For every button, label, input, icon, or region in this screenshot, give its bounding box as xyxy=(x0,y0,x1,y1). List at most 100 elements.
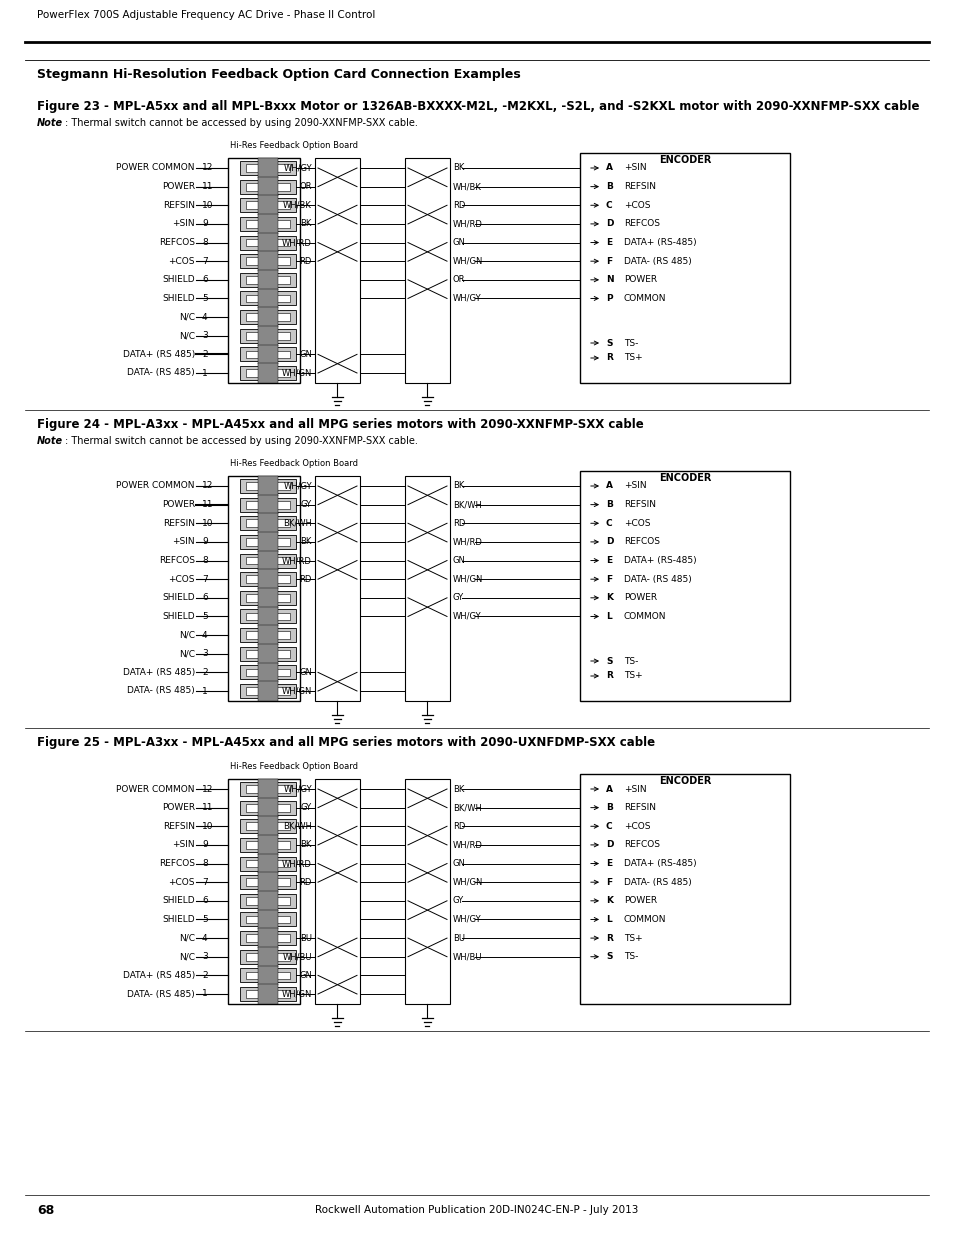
Text: WH/BK: WH/BK xyxy=(453,182,481,191)
Bar xyxy=(258,662,277,682)
Text: +SIN: +SIN xyxy=(172,220,194,228)
Bar xyxy=(258,158,277,178)
Text: +SIN: +SIN xyxy=(172,537,194,546)
Text: GN: GN xyxy=(299,668,312,677)
Text: DATA+ (RS-485): DATA+ (RS-485) xyxy=(623,556,696,566)
Text: N/C: N/C xyxy=(179,952,194,961)
Text: SHIELD: SHIELD xyxy=(162,915,194,924)
Text: S: S xyxy=(605,657,612,666)
Text: WH/GN: WH/GN xyxy=(281,989,312,999)
Text: WH/GN: WH/GN xyxy=(281,368,312,378)
Bar xyxy=(245,915,290,924)
Bar xyxy=(258,816,277,836)
Text: DATA- (RS 485): DATA- (RS 485) xyxy=(623,257,691,266)
Bar xyxy=(240,535,295,548)
Text: Note: Note xyxy=(37,436,63,446)
Text: 8: 8 xyxy=(202,238,208,247)
Bar xyxy=(258,289,277,309)
Text: L: L xyxy=(605,915,611,924)
Text: E: E xyxy=(605,860,612,868)
Bar xyxy=(245,687,290,695)
Text: +COS: +COS xyxy=(169,878,194,887)
Text: WH/GN: WH/GN xyxy=(281,687,312,695)
Text: 4: 4 xyxy=(202,934,208,942)
Bar xyxy=(258,551,277,571)
Text: WH/GN: WH/GN xyxy=(453,574,483,584)
Bar xyxy=(258,984,277,1004)
Bar xyxy=(405,475,450,701)
Text: REFCOS: REFCOS xyxy=(159,556,194,566)
Text: 6: 6 xyxy=(202,275,208,284)
Bar xyxy=(240,572,295,587)
Bar xyxy=(240,629,295,642)
Text: 10: 10 xyxy=(202,201,213,210)
Text: B: B xyxy=(605,500,612,509)
Bar xyxy=(240,291,295,305)
Bar xyxy=(245,201,290,209)
Bar xyxy=(245,953,290,961)
Text: RD: RD xyxy=(453,821,465,831)
Text: R: R xyxy=(605,934,612,942)
Text: GY: GY xyxy=(453,593,464,603)
Text: WH/RD: WH/RD xyxy=(453,220,482,228)
Bar xyxy=(245,668,290,677)
Bar xyxy=(258,606,277,626)
Bar xyxy=(245,238,290,247)
Bar xyxy=(240,310,295,324)
Text: 12: 12 xyxy=(202,163,213,173)
Text: Note: Note xyxy=(37,119,63,128)
Bar xyxy=(240,666,295,679)
Text: WH/GY: WH/GY xyxy=(453,915,481,924)
Bar xyxy=(245,897,290,905)
Text: D: D xyxy=(605,220,613,228)
Text: D: D xyxy=(605,840,613,850)
Text: BK/WH: BK/WH xyxy=(283,519,312,527)
Bar xyxy=(240,347,295,362)
Bar xyxy=(258,308,277,327)
Bar xyxy=(240,329,295,343)
Text: 3: 3 xyxy=(202,331,208,340)
Bar xyxy=(245,785,290,793)
Text: 7: 7 xyxy=(202,257,208,266)
Bar xyxy=(245,183,290,190)
Bar xyxy=(240,553,295,568)
Bar xyxy=(240,857,295,871)
Bar xyxy=(258,947,277,967)
Text: 9: 9 xyxy=(202,220,208,228)
Bar xyxy=(240,479,295,493)
Text: SHIELD: SHIELD xyxy=(162,613,194,621)
Text: WH/GN: WH/GN xyxy=(453,878,483,887)
Text: Figure 23 - MPL-A5xx and all MPL-Bxxx Motor or 1326AB-BXXXX-M2L, -M2KXL, -S2L, a: Figure 23 - MPL-A5xx and all MPL-Bxxx Mo… xyxy=(37,100,919,112)
Text: DATA- (RS 485): DATA- (RS 485) xyxy=(623,878,691,887)
Text: A: A xyxy=(605,784,613,794)
Text: DATA- (RS 485): DATA- (RS 485) xyxy=(127,989,194,999)
Text: Stegmann Hi-Resolution Feedback Option Card Connection Examples: Stegmann Hi-Resolution Feedback Option C… xyxy=(37,68,520,82)
Text: DATA- (RS 485): DATA- (RS 485) xyxy=(127,687,194,695)
Text: WH/GY: WH/GY xyxy=(283,482,312,490)
Text: POWER: POWER xyxy=(162,500,194,509)
Bar xyxy=(258,779,277,799)
Text: C: C xyxy=(605,519,612,527)
Text: POWER: POWER xyxy=(162,182,194,191)
Bar xyxy=(240,254,295,268)
Text: Hi-Res Feedback Option Board: Hi-Res Feedback Option Board xyxy=(230,141,357,149)
Bar xyxy=(258,514,277,534)
Bar xyxy=(245,631,290,638)
Text: B: B xyxy=(605,182,612,191)
Text: +SIN: +SIN xyxy=(623,163,646,173)
Bar xyxy=(245,482,290,490)
Text: TS+: TS+ xyxy=(623,934,642,942)
Bar xyxy=(228,779,299,1004)
Bar xyxy=(245,369,290,377)
Text: BK: BK xyxy=(300,537,312,546)
Text: DATA+ (RS-485): DATA+ (RS-485) xyxy=(623,238,696,247)
Text: SHIELD: SHIELD xyxy=(162,294,194,303)
Text: N/C: N/C xyxy=(179,312,194,321)
Text: Figure 24 - MPL-A3xx - MPL-A45xx and all MPG series motors with 2090-XXNFMP-SXX : Figure 24 - MPL-A3xx - MPL-A45xx and all… xyxy=(37,417,643,431)
Text: +COS: +COS xyxy=(169,257,194,266)
Text: 5: 5 xyxy=(202,294,208,303)
Text: 6: 6 xyxy=(202,593,208,603)
Text: N/C: N/C xyxy=(179,934,194,942)
Text: F: F xyxy=(605,878,612,887)
Text: F: F xyxy=(605,574,612,584)
